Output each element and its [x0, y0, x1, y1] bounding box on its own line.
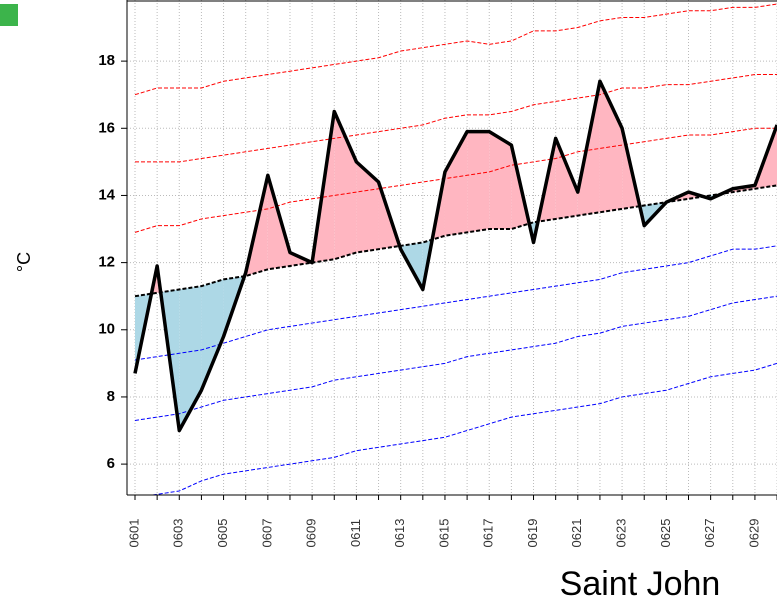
- anomaly-fill: [179, 286, 202, 431]
- series-line: [133, 79, 777, 433]
- x-tick-label: 0623: [614, 519, 629, 548]
- corner-badge: [0, 4, 18, 26]
- x-tick-label: 0627: [702, 519, 717, 548]
- y-tick-label: 6: [107, 455, 115, 472]
- series-line: [134, 127, 777, 233]
- y-tick-label: 14: [98, 186, 115, 203]
- x-tick-label: 0605: [215, 519, 230, 548]
- anomaly-fill: [599, 81, 623, 213]
- x-tick-label: 0621: [569, 519, 584, 548]
- series-line: [135, 74, 777, 163]
- x-tick-label: 0615: [436, 519, 451, 548]
- y-tick-label: 16: [98, 119, 115, 136]
- x-tick-label: 0611: [348, 519, 363, 547]
- x-tick-label: 0625: [658, 519, 673, 548]
- y-axis-label: °C: [14, 252, 34, 272]
- series-line: [149, 362, 777, 495]
- anomaly-fill: [356, 161, 379, 253]
- x-tick-label: 0613: [392, 519, 407, 548]
- x-tick-label: 0619: [525, 519, 540, 548]
- series-line: [134, 295, 777, 421]
- series-line: [134, 245, 777, 361]
- x-tick-label: 0603: [171, 519, 186, 548]
- y-tick-label: 10: [98, 321, 115, 338]
- anomaly-fill: [444, 131, 468, 236]
- series-line: [134, 3, 777, 96]
- x-tick-label: 0617: [481, 519, 496, 548]
- x-tick-label: 0609: [304, 519, 319, 548]
- anomaly-fill: [334, 111, 357, 260]
- y-tick-label: 18: [98, 52, 115, 69]
- y-tick-label: 12: [98, 254, 115, 271]
- x-tick-label: 0629: [746, 519, 761, 548]
- x-tick-label: 0607: [259, 519, 274, 548]
- series-line: [134, 184, 777, 298]
- plot-area: [127, 0, 777, 495]
- chart-title: Saint John: [560, 565, 721, 603]
- anomaly-fill: [489, 131, 512, 230]
- anomaly-fill: [555, 138, 578, 219]
- anomaly-fill: [467, 131, 490, 233]
- x-tick-label: 0601: [126, 519, 141, 548]
- y-tick-label: 8: [107, 388, 115, 405]
- anomaly-fill: [201, 279, 224, 391]
